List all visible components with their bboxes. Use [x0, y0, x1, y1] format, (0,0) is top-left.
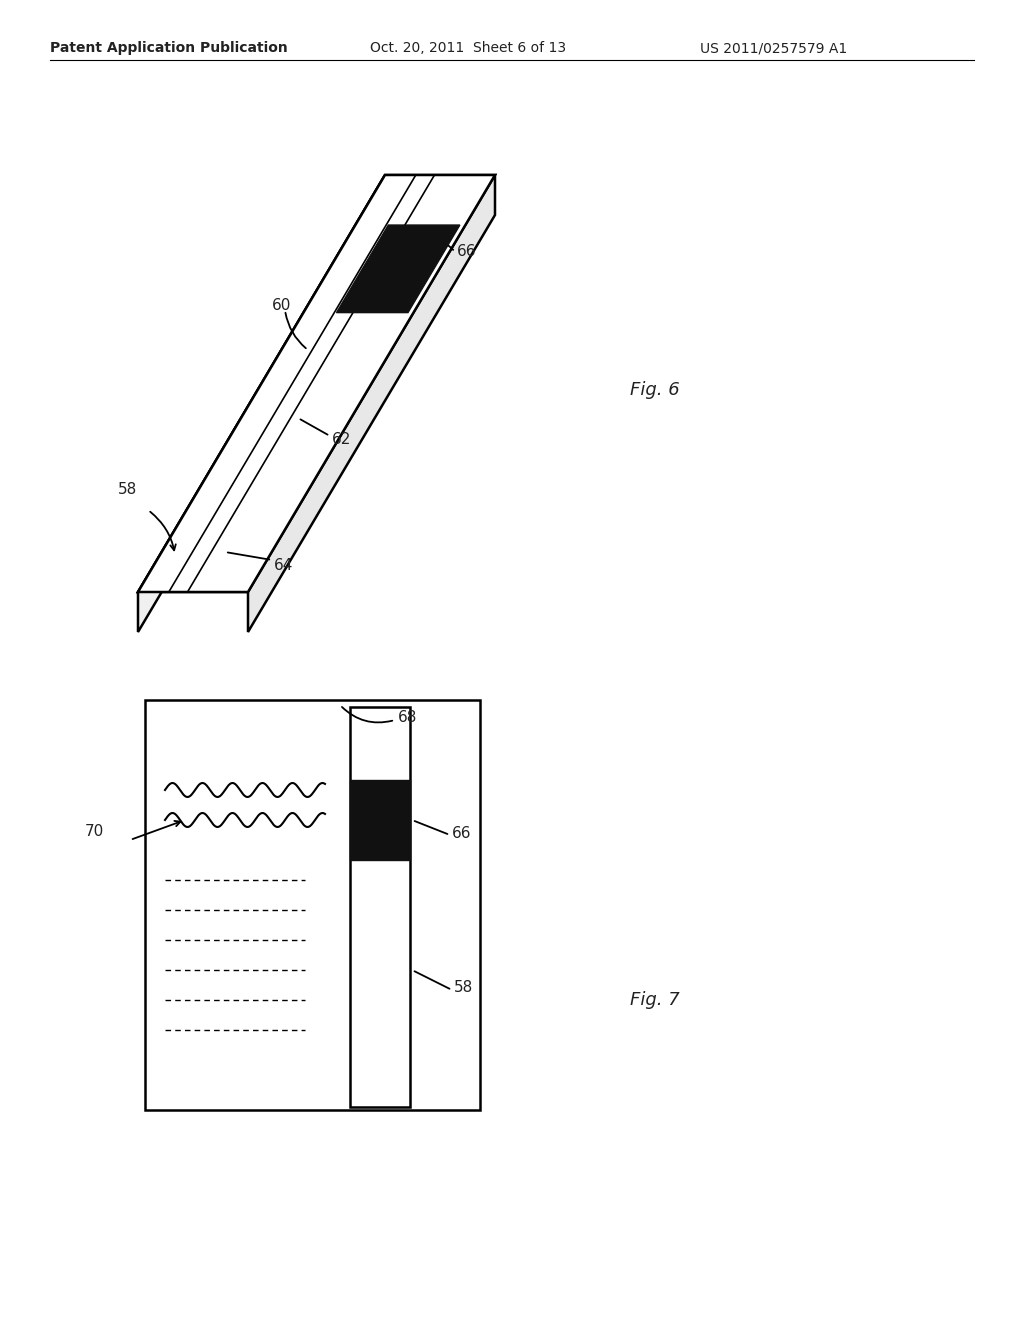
Text: 70: 70 — [85, 825, 104, 840]
Text: 66: 66 — [452, 825, 471, 841]
Text: US 2011/0257579 A1: US 2011/0257579 A1 — [700, 41, 847, 55]
Text: 62: 62 — [332, 433, 351, 447]
Text: 64: 64 — [274, 557, 293, 573]
Text: 60: 60 — [272, 297, 292, 313]
Polygon shape — [138, 176, 495, 591]
Polygon shape — [350, 708, 410, 1107]
Text: Fig. 6: Fig. 6 — [630, 381, 680, 399]
Text: Patent Application Publication: Patent Application Publication — [50, 41, 288, 55]
Polygon shape — [145, 700, 480, 1110]
Text: 58: 58 — [454, 981, 473, 995]
Text: 58: 58 — [118, 483, 137, 498]
Polygon shape — [350, 780, 410, 861]
Polygon shape — [138, 176, 495, 591]
Text: Oct. 20, 2011  Sheet 6 of 13: Oct. 20, 2011 Sheet 6 of 13 — [370, 41, 566, 55]
Text: 68: 68 — [398, 710, 418, 726]
Polygon shape — [138, 176, 385, 632]
Polygon shape — [337, 224, 460, 313]
Polygon shape — [248, 176, 495, 632]
Text: Fig. 7: Fig. 7 — [630, 991, 680, 1008]
Text: 66: 66 — [457, 244, 476, 260]
